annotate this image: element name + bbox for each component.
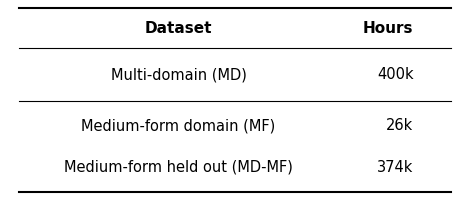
Text: 400k: 400k [377, 67, 414, 82]
Text: Medium-form domain (MF): Medium-form domain (MF) [81, 118, 276, 133]
Text: 374k: 374k [377, 160, 414, 175]
Text: Multi-domain (MD): Multi-domain (MD) [110, 67, 247, 82]
Text: Hours: Hours [363, 21, 414, 36]
Text: Medium-form held out (MD-MF): Medium-form held out (MD-MF) [64, 160, 293, 175]
Text: 26k: 26k [386, 118, 414, 133]
Text: Dataset: Dataset [145, 21, 212, 36]
